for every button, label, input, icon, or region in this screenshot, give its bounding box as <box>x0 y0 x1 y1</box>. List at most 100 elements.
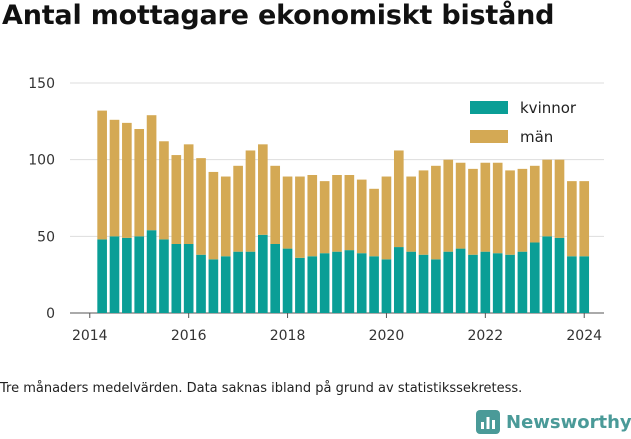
legend-label-kvinnor: kvinnor <box>520 99 577 117</box>
bar-kvinnor <box>134 236 145 313</box>
bar-man <box>134 129 145 237</box>
x-tick-label: 2022 <box>468 328 504 344</box>
y-tick-label: 150 <box>28 76 55 92</box>
bar-kvinnor <box>97 239 107 313</box>
bar-kvinnor <box>208 259 219 313</box>
bar-man <box>356 179 367 254</box>
bar-chart-logo-icon <box>476 410 500 434</box>
bar-kvinnor <box>356 253 367 313</box>
caption: Tre månaders medelvärden. Data saknas ib… <box>0 381 523 396</box>
bar-kvinnor <box>196 254 206 313</box>
bar-kvinnor <box>517 251 528 313</box>
bar-man <box>505 170 515 255</box>
bar-man <box>146 115 157 231</box>
bar-man <box>258 144 268 235</box>
stacked-bar-chart: 0 50 100 150 2014 2016 2018 2020 2022 2024 kvinn… <box>28 76 604 344</box>
legend: kvinnor män <box>470 99 577 146</box>
x-tick-label: 2024 <box>566 328 602 344</box>
bar-kvinnor <box>245 251 256 313</box>
bar-kvinnor <box>109 236 120 313</box>
bar-kvinnor <box>554 237 565 313</box>
brand-name: Newsworthy <box>506 411 631 433</box>
bar-man <box>369 188 379 257</box>
bar-man <box>554 159 565 238</box>
bar-man <box>208 171 219 260</box>
bar-kvinnor <box>468 254 478 313</box>
bar-man <box>282 176 293 249</box>
bar-man <box>480 162 491 252</box>
x-tick-label: 2016 <box>171 328 207 344</box>
bar-kvinnor <box>270 244 281 313</box>
chart-title: Antal mottagare ekonomiskt bistånd <box>2 0 555 31</box>
bar-kvinnor <box>332 251 342 313</box>
bar-man <box>517 168 528 252</box>
bar-man <box>159 141 169 240</box>
bar-kvinnor <box>233 251 243 313</box>
y-tick-label: 100 <box>28 153 55 169</box>
bar-man <box>542 159 552 237</box>
bar-kvinnor <box>319 253 330 313</box>
bar-man <box>233 165 243 252</box>
y-axis: 0 50 100 150 <box>28 76 55 322</box>
legend-label-man: män <box>520 128 553 146</box>
bar-man <box>529 165 540 243</box>
bar-man <box>443 159 454 252</box>
bar-man <box>418 170 429 255</box>
bar-man <box>270 165 281 244</box>
bar-man <box>455 162 466 249</box>
bar-man <box>579 181 590 257</box>
bar-man <box>406 176 416 252</box>
x-axis: 2014 2016 2018 2020 2022 2024 <box>72 313 602 344</box>
x-tick-label: 2014 <box>72 328 108 344</box>
bar-kvinnor <box>406 251 416 313</box>
bar-man <box>319 181 330 254</box>
bar-kvinnor <box>183 244 194 313</box>
bar-kvinnor <box>393 247 404 313</box>
bar-kvinnor <box>146 230 157 313</box>
bar-man <box>183 144 194 244</box>
y-tick-label: 0 <box>46 306 55 322</box>
brand-logo: Newsworthy <box>476 410 631 434</box>
bar-kvinnor <box>369 256 379 313</box>
bar-kvinnor <box>307 256 318 313</box>
bar-kvinnor <box>122 237 132 313</box>
legend-swatch-man <box>470 130 508 143</box>
bar-kvinnor <box>381 259 392 313</box>
bar-man <box>307 175 318 257</box>
bar-man <box>567 181 577 257</box>
bar-man <box>109 119 120 237</box>
bar-man <box>344 175 355 251</box>
bar-kvinnor <box>505 254 515 313</box>
bar-man <box>381 176 392 260</box>
bar-kvinnor <box>455 248 466 313</box>
bar-man <box>220 176 231 257</box>
bar-man <box>97 110 107 240</box>
bar-man <box>295 176 305 258</box>
bar-kvinnor <box>295 257 305 313</box>
bar-kvinnor <box>171 244 182 313</box>
bar-man <box>468 168 478 255</box>
x-tick-label: 2020 <box>369 328 405 344</box>
bar-man <box>245 150 256 252</box>
bar-man <box>492 162 503 254</box>
x-tick-label: 2018 <box>270 328 306 344</box>
bar-man <box>332 175 342 252</box>
bar-kvinnor <box>542 236 552 313</box>
legend-swatch-kvinnor <box>470 101 508 114</box>
bars <box>97 110 590 313</box>
bar-man <box>431 165 441 260</box>
bar-man <box>122 122 132 238</box>
bar-man <box>171 155 182 244</box>
bar-kvinnor <box>480 251 491 313</box>
bar-kvinnor <box>579 256 590 313</box>
bar-man <box>393 150 404 248</box>
bar-kvinnor <box>282 248 293 313</box>
bar-man <box>196 158 206 255</box>
bar-kvinnor <box>492 253 503 313</box>
y-tick-label: 50 <box>37 229 55 245</box>
bar-kvinnor <box>220 256 231 313</box>
bar-kvinnor <box>344 250 355 313</box>
bar-kvinnor <box>418 254 429 313</box>
bar-kvinnor <box>258 234 268 313</box>
bar-kvinnor <box>567 256 577 313</box>
